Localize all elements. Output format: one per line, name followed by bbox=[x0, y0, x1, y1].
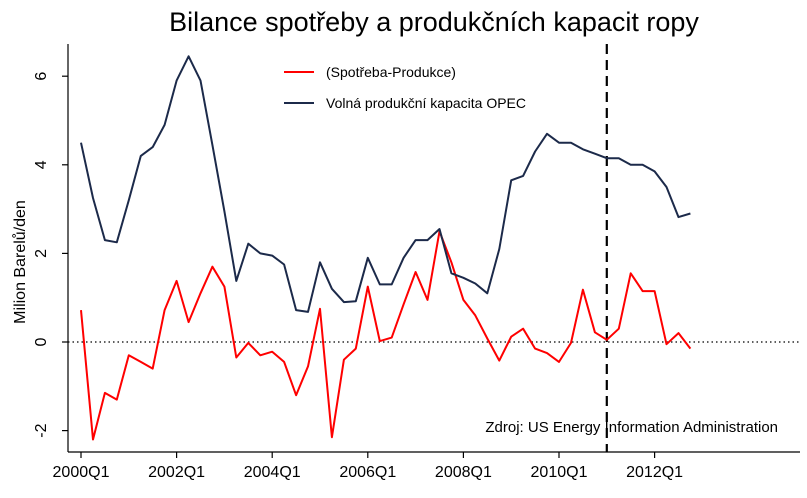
x-tick-label: 2008Q1 bbox=[435, 464, 492, 481]
legend-label-opec: Volná produkční kapacita OPEC bbox=[326, 95, 526, 111]
series-line-consumption-minus-production bbox=[80, 230, 692, 441]
x-tick-label: 2010Q1 bbox=[531, 464, 588, 481]
legend: (Spotřeba-Produkce) Volná produkční kapa… bbox=[284, 64, 526, 111]
y-ticks: -2 0 2 4 6 bbox=[33, 72, 68, 438]
y-tick-label: -2 bbox=[33, 423, 50, 437]
y-tick-label: 6 bbox=[33, 72, 50, 81]
x-ticks: 2000Q1 2002Q1 2004Q1 2006Q1 2008Q1 2010Q1 2012… bbox=[53, 452, 683, 481]
series-group bbox=[80, 55, 692, 441]
y-tick-label: 0 bbox=[33, 337, 50, 346]
x-tick-label: 2012Q1 bbox=[626, 464, 683, 481]
source-annotation: Zdroj: US Energy Information Administrat… bbox=[485, 419, 778, 436]
y-axis-label: Milion Barelů/den bbox=[11, 200, 29, 324]
x-tick-label: 2002Q1 bbox=[148, 464, 205, 481]
y-tick-label: 2 bbox=[33, 249, 50, 258]
x-tick-label: 2000Q1 bbox=[53, 464, 110, 481]
series-line-opec-spare-capacity bbox=[80, 55, 691, 313]
x-tick-label: 2006Q1 bbox=[339, 464, 396, 481]
legend-label-consumption: (Spotřeba-Produkce) bbox=[326, 64, 456, 80]
chart-title: Bilance spotřeby a produkčních kapacit r… bbox=[169, 7, 699, 37]
y-tick-label: 4 bbox=[33, 160, 50, 169]
axes bbox=[67, 44, 800, 453]
x-tick-label: 2004Q1 bbox=[244, 464, 301, 481]
